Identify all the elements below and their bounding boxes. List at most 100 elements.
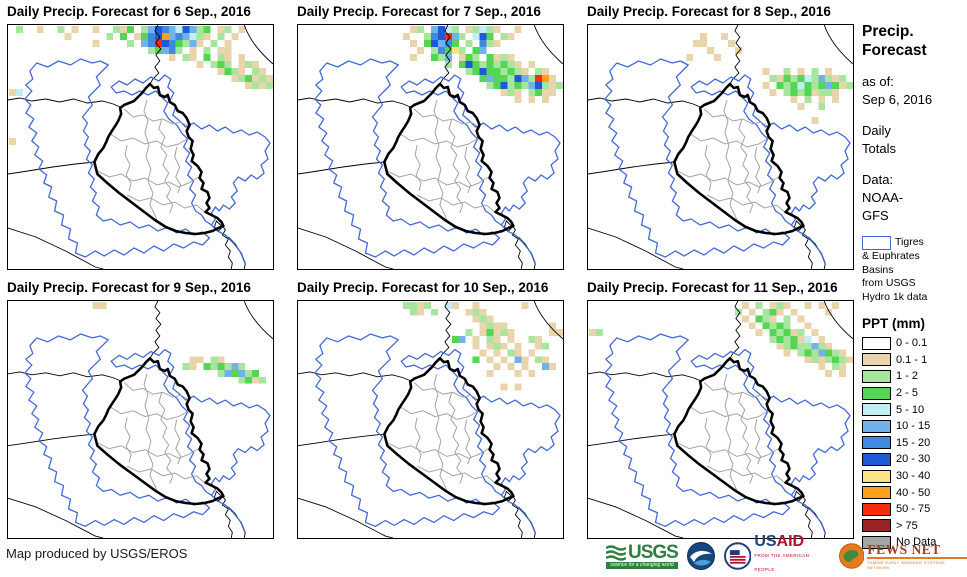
legend-swatch (862, 403, 891, 417)
precip-cells (403, 301, 563, 391)
legend-label: No Data (896, 536, 937, 549)
forecast-map-panel: Daily Precip. Forecast for 8 Sep., 2016 (587, 3, 854, 270)
info-sidebar: Precip. Forecast as of: Sep 6, 2016 Dail… (862, 22, 965, 551)
panel-title: Daily Precip. Forecast for 8 Sep., 2016 (587, 4, 831, 19)
sidebar-title-line1: Precip. (862, 23, 914, 40)
panel-title: Daily Precip. Forecast for 10 Sep., 2016 (297, 280, 549, 295)
forecast-map-panel: Daily Precip. Forecast for 10 Sep., 2016 (297, 279, 564, 539)
legend-swatch (862, 486, 891, 500)
legend-item: 15 - 20 (862, 435, 965, 452)
legend-label: 0.1 - 1 (896, 353, 928, 366)
legend-swatch (862, 336, 891, 350)
fews-net-logo-text: FEWS NET (867, 542, 967, 559)
legend-item: No Data (862, 534, 965, 551)
legend-label: 5 - 10 (896, 403, 925, 416)
admin-boundaries (387, 373, 495, 494)
legend-swatch (862, 519, 891, 533)
map-canvas (7, 24, 274, 270)
usgs-logo: USGS science for a changing world (606, 542, 679, 569)
data-source-line2: GFS (862, 208, 889, 223)
legend-item: > 75 (862, 518, 965, 535)
data-source-line1: NOAA- (862, 190, 904, 205)
usaid-logo-block: USAID FROM THE AMERICAN PEOPLE (754, 533, 830, 577)
legend-item: 0.1 - 1 (862, 352, 965, 369)
legend-swatch (862, 369, 891, 383)
period-block: Daily Totals (862, 122, 965, 158)
legend-swatch (862, 535, 891, 549)
legend-label: 15 - 20 (896, 436, 931, 449)
base-map (8, 301, 273, 538)
as-of-label: as of: (862, 74, 894, 89)
precip-cells (588, 301, 853, 377)
forecast-map-panel: Daily Precip. Forecast for 11 Sep., 2016 (587, 279, 854, 539)
forecast-map-panel: Daily Precip. Forecast for 7 Sep., 2016 (297, 3, 564, 270)
usgs-logo-text: USGS (628, 542, 679, 563)
legend-item: 0 - 0.1 (862, 335, 965, 352)
legend-label: 2 - 5 (896, 387, 919, 400)
usgs-wave-icon (606, 544, 626, 561)
legend-swatch (862, 502, 891, 516)
fews-net-logo-block: FEWS NET FAMINE EARLY WARNING SYSTEMS NE… (867, 542, 967, 570)
map-canvas (297, 24, 564, 270)
legend-label: 50 - 75 (896, 503, 931, 516)
basin-legend-row: Tigres (862, 236, 965, 250)
usaid-logo-text-aid: AID (776, 533, 805, 550)
usgs-logo-block: USGS science for a changing world (606, 542, 679, 569)
admin-boundaries (677, 99, 785, 224)
base-map (588, 301, 853, 538)
base-map (8, 25, 273, 269)
country-borders (8, 301, 273, 538)
iraq-border (673, 357, 805, 506)
basin-legend-line: Basins (862, 263, 894, 276)
fews-net-logo: FEWS NET FAMINE EARLY WARNING SYSTEMS NE… (838, 542, 967, 570)
iraq-border (383, 82, 515, 236)
admin-boundaries (97, 99, 205, 224)
legend-item: 40 - 50 (862, 484, 965, 501)
admin-boundaries (97, 373, 205, 494)
fews-net-tagline: FAMINE EARLY WARNING SYSTEMS NETWORK (867, 559, 946, 570)
forecast-map-panel: Daily Precip. Forecast for 9 Sep., 2016 (7, 279, 274, 539)
iraq-border (93, 357, 225, 506)
legend-item: 2 - 5 (862, 385, 965, 402)
panel-title: Daily Precip. Forecast for 9 Sep., 2016 (7, 280, 251, 295)
basin-legend-line: & Euphrates (862, 250, 920, 262)
noaa-icon (686, 542, 715, 570)
iraq-border (93, 82, 225, 236)
iraq-border (383, 357, 515, 506)
country-borders (588, 301, 853, 538)
forecast-map-panel: Daily Precip. Forecast for 6 Sep., 2016 (7, 3, 274, 270)
basin-outline-swatch (862, 236, 891, 250)
map-canvas (587, 24, 854, 270)
country-borders (298, 25, 563, 269)
as-of-date: Sep 6, 2016 (862, 92, 933, 107)
legend-item: 50 - 75 (862, 501, 965, 518)
map-credit: Map produced by USGS/EROS (6, 546, 188, 561)
basin-legend-line: from USGS (862, 277, 916, 289)
data-source-block: Data: NOAA- GFS (862, 171, 965, 225)
country-borders (588, 25, 853, 269)
admin-boundaries (677, 373, 785, 494)
panel-title: Daily Precip. Forecast for 7 Sep., 2016 (297, 4, 541, 19)
legend-label: 0 - 0.1 (896, 337, 928, 350)
legend-label: 20 - 30 (896, 453, 931, 466)
usgs-tagline: science for a changing world (606, 562, 678, 569)
logo-strip: USGS science for a changing world USAID … (606, 534, 967, 572)
as-of-block: as of: Sep 6, 2016 (862, 73, 965, 109)
map-canvas (297, 300, 564, 539)
map-canvas (587, 300, 854, 539)
sidebar-title-line2: Forecast (862, 42, 927, 59)
ppt-legend: 0 - 0.1 0.1 - 1 1 - 2 2 - 5 5 - 10 10 - 15 15 … (862, 335, 965, 551)
usaid-logo: USAID FROM THE AMERICAN PEOPLE (723, 533, 830, 577)
sidebar-title: Precip. Forecast (862, 22, 965, 60)
legend-swatch (862, 419, 891, 433)
data-source-label: Data: (862, 172, 894, 187)
country-borders (8, 25, 273, 269)
basin-legend-label: Tigres (895, 236, 924, 249)
legend-item: 30 - 40 (862, 468, 965, 485)
legend-item: 5 - 10 (862, 401, 965, 418)
legend-label: 40 - 50 (896, 486, 931, 499)
precip-cells (92, 301, 267, 384)
legend-swatch (862, 436, 891, 450)
base-map (298, 301, 563, 538)
panel-title: Daily Precip. Forecast for 11 Sep., 2016 (587, 280, 838, 295)
